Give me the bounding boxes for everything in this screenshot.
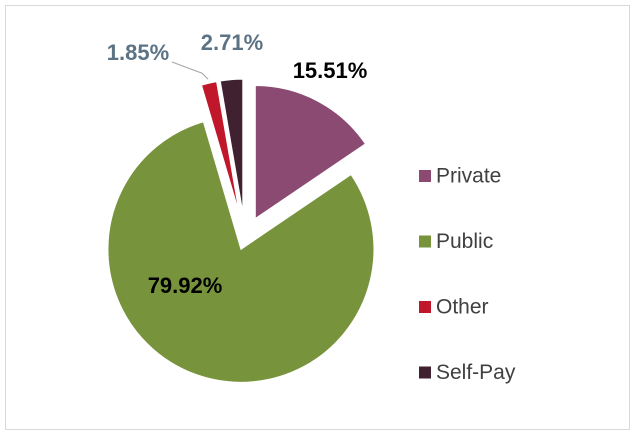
legend-swatch: [419, 301, 431, 313]
data-label: 15.51%: [293, 58, 368, 83]
legend-swatch: [419, 170, 431, 182]
pie-slice: [107, 121, 375, 383]
legend-swatch: [419, 235, 431, 248]
leader-line: [171, 61, 209, 80]
pie-slice: [219, 78, 244, 213]
legend-label: Public: [436, 230, 493, 253]
data-label: 79.92%: [148, 273, 223, 298]
legend-swatch: [419, 366, 431, 379]
legend-label: Self-Pay: [436, 361, 516, 384]
data-label: 2.71%: [201, 30, 263, 55]
data-label: 1.85%: [107, 40, 169, 65]
legend-label: Private: [436, 165, 501, 188]
legend-label: Other: [436, 296, 489, 319]
pie-slice: [200, 81, 240, 213]
pie-slice: [254, 85, 367, 220]
